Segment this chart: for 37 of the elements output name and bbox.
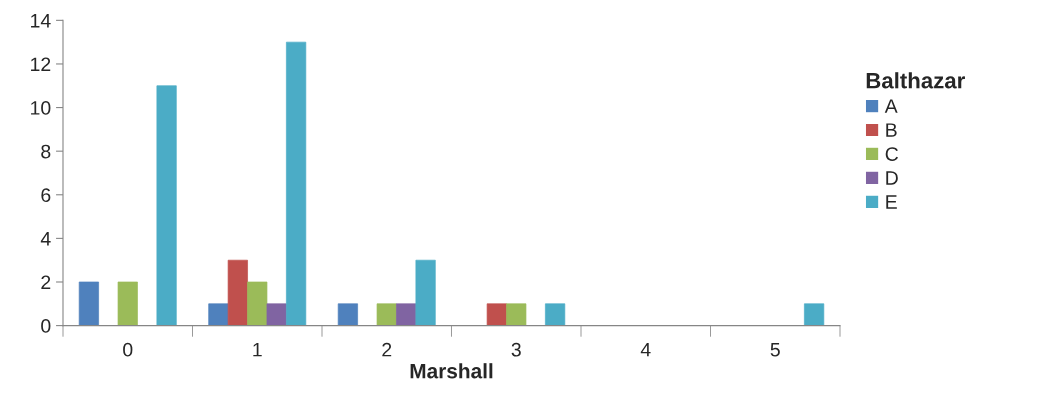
x-tick-label: 1 xyxy=(253,342,262,357)
bar xyxy=(247,281,268,326)
bar xyxy=(227,259,248,326)
x-tick-label: 5 xyxy=(770,342,780,357)
bar xyxy=(804,303,825,326)
legend-label: C xyxy=(885,147,899,161)
bar xyxy=(117,281,138,326)
x-axis-title: Marshall xyxy=(410,363,493,379)
bar xyxy=(545,303,566,326)
legend-label: E xyxy=(886,195,897,209)
bar xyxy=(486,303,507,326)
x-tick-label: 0 xyxy=(123,342,133,357)
bar xyxy=(156,85,177,326)
legend-title: Balthazar xyxy=(866,72,965,89)
x-tick-label: 3 xyxy=(511,342,521,357)
bar xyxy=(396,303,417,326)
bar xyxy=(376,303,397,326)
x-tick-label: 4 xyxy=(640,342,651,357)
y-tick-label: 0 xyxy=(41,319,51,333)
bar xyxy=(208,303,229,326)
legend-label: D xyxy=(886,171,898,185)
y-tick-label: 10 xyxy=(31,101,51,115)
bar xyxy=(415,259,436,326)
bar xyxy=(286,41,307,326)
bar xyxy=(337,303,358,326)
y-tick-label: 8 xyxy=(41,144,51,159)
legend-label: B xyxy=(886,123,897,137)
bar xyxy=(78,281,99,326)
bar xyxy=(266,303,287,326)
y-tick-label: 14 xyxy=(31,14,51,28)
x-tick-label: 2 xyxy=(382,342,392,357)
y-tick-label: 6 xyxy=(41,188,51,203)
y-tick-label: 12 xyxy=(31,57,51,71)
legend-label: A xyxy=(884,99,898,113)
y-tick-label: 2 xyxy=(41,275,51,290)
y-tick-label: 4 xyxy=(40,232,51,246)
bar xyxy=(506,303,527,326)
